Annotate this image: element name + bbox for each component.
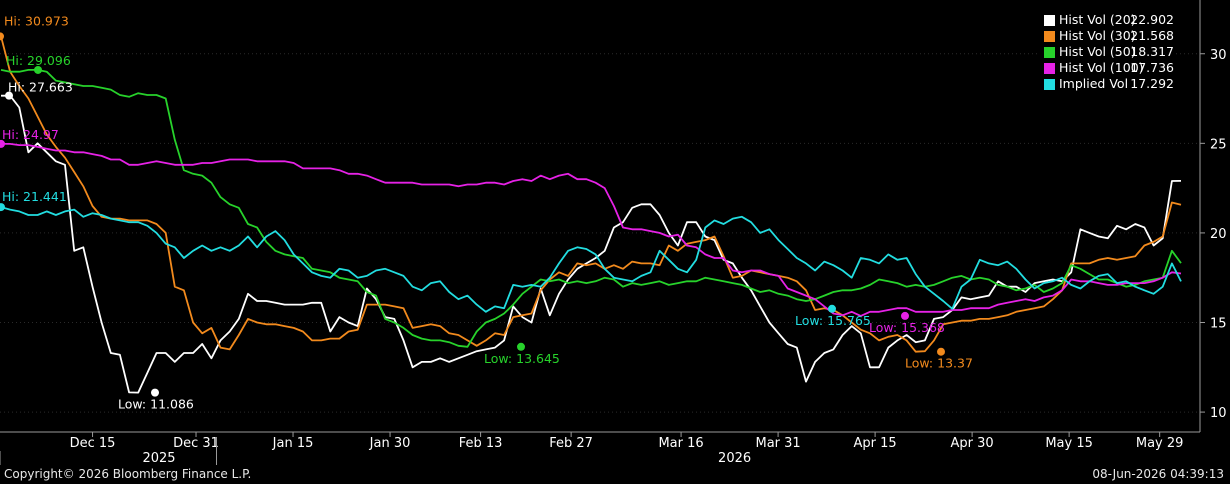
annotation-marker: [0, 32, 4, 41]
series-line: [1, 142, 1182, 317]
legend-series-name: Hist Vol (50): [1059, 44, 1136, 59]
annotation-label: Hi: 27.663: [8, 80, 73, 95]
annotation-marker: [937, 347, 945, 356]
x-tick-label: Apr 15: [854, 436, 897, 451]
copyright-text: Copyright© 2026 Bloomberg Finance L.P.: [4, 467, 252, 481]
legend-series-name: Hist Vol (20): [1059, 12, 1136, 27]
legend-series-name: Implied Vol: [1059, 76, 1129, 91]
x-tick-label: May 29: [1136, 436, 1184, 451]
y-tick-label: 15: [1210, 317, 1227, 332]
legend-swatch: [1044, 63, 1055, 74]
series-line: [1, 94, 1182, 394]
legend-series-value: 18.317: [1130, 44, 1174, 59]
annotation-label: Hi: 29.096: [6, 53, 71, 68]
annotation-label: Low: 11.086: [118, 397, 194, 412]
x-tick-label: Apr 30: [951, 436, 994, 451]
x-tick-label: Feb 13: [459, 436, 503, 451]
annotation-label: Hi: 24.97: [2, 127, 59, 142]
timestamp-text: 08-Jun-2026 04:39:13: [1092, 467, 1224, 481]
x-tick-label: Dec 31: [173, 436, 219, 451]
x-tick-label: Mar 31: [755, 436, 800, 451]
legend-item: Hist Vol (30) 21.568: [1040, 28, 1174, 44]
y-tick-label: 25: [1210, 137, 1227, 152]
annotation-markers: [0, 32, 945, 397]
series-line: [0, 206, 1182, 313]
annotation-marker: [828, 304, 836, 313]
annotation-label: Hi: 21.441: [2, 189, 67, 204]
y-tick-label: 10: [1210, 406, 1227, 421]
legend-swatch: [1044, 47, 1055, 58]
legend-series-value: 21.568: [1130, 28, 1174, 43]
annotation-marker: [5, 91, 13, 100]
y-axis: 10 15 20 25 30: [1199, 0, 1227, 432]
legend-series-value: 17.736: [1130, 60, 1174, 75]
annotation-label: Low: 13.37: [905, 356, 973, 371]
series-line: [0, 36, 1182, 353]
y-tick-label: 30: [1210, 48, 1227, 63]
x-tick-label: Dec 15: [70, 436, 116, 451]
annotation-marker: [517, 342, 525, 351]
year-label: 2026: [718, 451, 751, 466]
annotation-label: Low: 13.645: [484, 351, 560, 366]
legend-item: Hist Vol (100) 17.736: [1040, 60, 1174, 76]
legend-series-name: Hist Vol (30): [1059, 28, 1136, 43]
x-tick-label: Mar 16: [658, 436, 703, 451]
x-tick-label: May 15: [1045, 436, 1093, 451]
legend-item: Implied Vol 17.292: [1040, 76, 1174, 92]
legend-series-value: 22.902: [1130, 12, 1174, 27]
legend-series-value: 17.292: [1130, 76, 1174, 91]
annotation-label: Low: 15.368: [869, 320, 945, 335]
annotation-marker: [0, 203, 5, 212]
legend-swatch: [1044, 31, 1055, 42]
year-label: 2025: [142, 451, 175, 466]
legend-swatch: [1044, 15, 1055, 26]
grid: [0, 53, 1200, 413]
annotation-marker: [901, 311, 909, 320]
annotation-label: Hi: 30.973: [4, 13, 69, 28]
series-lines: [0, 36, 1182, 394]
x-axis: Dec 15 Dec 31 Jan 15 Jan 30 Feb 13 Feb 27 Mar …: [0, 431, 1200, 466]
legend-item: Hist Vol (50) 18.317: [1040, 44, 1174, 60]
legend-series-name: Hist Vol (100): [1059, 60, 1144, 75]
annotation-marker: [151, 388, 159, 397]
legend: Hist Vol (20) 22.902 Hist Vol (30) 21.568 Hi…: [1040, 8, 1174, 94]
annotation-marker: [34, 65, 42, 74]
y-tick-label: 20: [1210, 227, 1227, 242]
annotation-labels: Hi: 30.973 Hi: 29.096 Hi: 27.663 Hi: 24.97 H…: [2, 13, 973, 411]
series-line: [0, 69, 1182, 348]
x-tick-label: Jan 30: [369, 436, 411, 451]
annotation-marker: [0, 139, 5, 148]
legend-item: Hist Vol (20) 22.902: [1040, 12, 1174, 28]
annotation-label: Low: 15.765: [795, 313, 871, 328]
legend-swatch: [1044, 79, 1055, 90]
x-tick-label: Jan 15: [272, 436, 314, 451]
x-tick-label: Feb 27: [549, 436, 593, 451]
